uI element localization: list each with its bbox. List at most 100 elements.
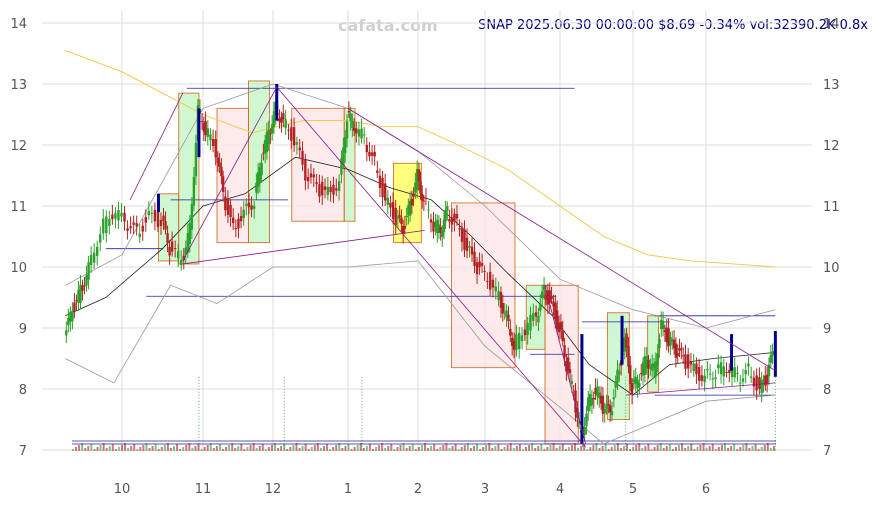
volume-bar — [182, 447, 185, 451]
candle-body — [649, 367, 652, 369]
volume-bar — [124, 443, 127, 451]
candle-body — [220, 166, 223, 177]
candle-body — [465, 237, 469, 252]
volume-bar — [607, 449, 610, 451]
candle-body — [669, 337, 672, 346]
volume-bar — [751, 446, 754, 451]
candle-body-strong — [156, 193, 160, 213]
candle-body — [247, 202, 251, 208]
volume-bar — [540, 444, 543, 451]
volume-bar — [705, 448, 708, 451]
volume-bar — [344, 446, 347, 451]
candle-body — [577, 421, 581, 424]
volume-bar — [270, 445, 273, 451]
volume-bar — [99, 445, 102, 451]
y-tick-label: 9 — [19, 322, 27, 337]
y-tick-label: 7 — [19, 444, 27, 459]
volume-bar — [469, 448, 472, 451]
candle-body — [764, 375, 767, 386]
candle-body — [561, 330, 564, 342]
candle-body — [102, 218, 105, 234]
candle-body — [176, 251, 180, 259]
volume-bar — [567, 447, 570, 451]
volume-bar — [613, 445, 616, 451]
candle-body — [632, 379, 636, 383]
volume-bar — [261, 444, 264, 451]
volume-bar — [371, 449, 374, 451]
candle-body — [343, 137, 347, 154]
candle-body — [749, 376, 753, 378]
volume-bar — [641, 448, 644, 451]
volume-bar — [598, 448, 601, 451]
volume-bar — [543, 449, 546, 451]
y-tick-label: 11 — [10, 200, 27, 215]
candle-body — [351, 121, 354, 128]
candle-body — [590, 397, 594, 406]
candle-body — [315, 182, 318, 185]
volume-bar — [365, 446, 368, 451]
volume-bar — [708, 446, 711, 451]
trend-line — [182, 230, 425, 265]
volume-bar — [702, 443, 705, 451]
candle-body — [412, 193, 415, 197]
candle-body — [592, 397, 595, 400]
candle-body — [534, 312, 538, 317]
y-axis-left: 7 8 9 10 11 12 13 14 — [10, 17, 27, 459]
candle-body — [555, 310, 559, 330]
candle-body — [563, 345, 566, 358]
candle-body — [515, 334, 518, 351]
volume-bar — [93, 449, 96, 451]
y-tick-label: 14 — [10, 17, 27, 32]
candle-body — [594, 387, 597, 394]
volume-bar — [212, 448, 215, 451]
candle-body — [706, 369, 709, 371]
volume-bar — [696, 447, 699, 451]
candle-body — [398, 215, 401, 217]
candle-body — [625, 333, 628, 348]
trend-line — [182, 86, 278, 262]
candle-body — [415, 169, 419, 191]
candle-body — [414, 182, 417, 193]
volume-bar — [733, 444, 736, 451]
candle-body — [184, 247, 187, 255]
candle-body — [760, 379, 763, 394]
candle-body — [312, 174, 315, 178]
candle-body — [769, 354, 772, 363]
volume-bar — [659, 443, 662, 451]
candle-body — [153, 209, 157, 222]
candle-body — [494, 286, 497, 292]
candle-body — [629, 364, 632, 384]
trend-lines — [129, 86, 776, 448]
chart-header: cafata.com SNAP 2025.06.30 00:00:00 $8.6… — [0, 16, 878, 36]
candle-body — [681, 355, 685, 357]
volume-bar — [592, 445, 595, 451]
candle-body — [714, 377, 717, 380]
candle-body — [85, 275, 88, 286]
pattern-box — [178, 92, 200, 265]
candle-body — [234, 227, 238, 230]
volume-bar — [482, 447, 485, 451]
y-tick-label: 9 — [823, 322, 831, 337]
volume-bar — [653, 447, 656, 451]
volume-bar — [629, 449, 632, 451]
volume-bar — [647, 444, 650, 451]
candle-body — [194, 142, 198, 177]
volume-bar — [326, 444, 329, 451]
candle-body — [114, 213, 117, 219]
volume-bar — [411, 444, 414, 451]
volume-bar — [151, 446, 154, 451]
candle-body — [692, 363, 695, 372]
candle-body — [436, 220, 439, 234]
candle-body — [486, 280, 489, 282]
candle-body — [335, 188, 338, 191]
watermark: cafata.com — [338, 16, 438, 35]
candle-body — [568, 369, 572, 374]
volume-bar — [430, 446, 433, 451]
candle-body — [326, 186, 330, 195]
candle-body — [87, 262, 90, 280]
volume-bar — [420, 445, 423, 451]
candle-body — [450, 217, 454, 225]
candle-body — [771, 351, 774, 356]
candle-body — [758, 377, 761, 389]
candle-body — [77, 289, 80, 303]
